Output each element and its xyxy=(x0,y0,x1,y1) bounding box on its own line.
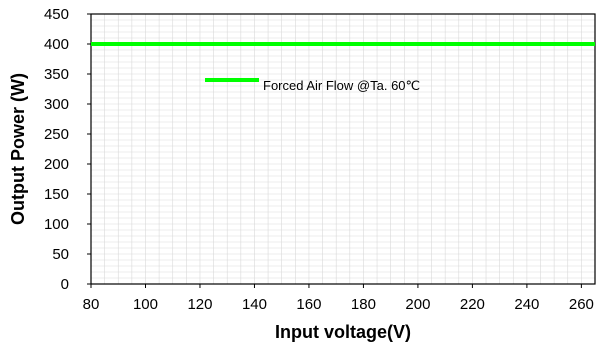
x-axis-ticks: 80 100 120 140 160 180 200 220 240 260 xyxy=(83,284,594,313)
y-tick-label: 150 xyxy=(44,186,69,203)
x-tick-label: 180 xyxy=(351,296,376,313)
y-tick-label: 250 xyxy=(44,126,69,143)
plot-area-frame xyxy=(90,13,596,285)
y-tick-label: 350 xyxy=(44,66,69,83)
y-tick-label: 400 xyxy=(44,36,69,53)
x-tick-label: 260 xyxy=(569,296,594,313)
x-tick-label: 120 xyxy=(187,296,212,313)
x-tick-label: 160 xyxy=(296,296,321,313)
grid xyxy=(91,14,595,284)
y-tick-label: 450 xyxy=(44,6,69,23)
x-tick-label: 220 xyxy=(460,296,485,313)
y-tick-label: 0 xyxy=(61,276,69,293)
y-tick-label: 300 xyxy=(44,96,69,113)
x-tick-label: 80 xyxy=(83,296,100,313)
x-tick-label: 100 xyxy=(133,296,158,313)
y-axis-title: Output Power (W) xyxy=(8,73,28,225)
x-tick-label: 140 xyxy=(242,296,267,313)
y-tick-label: 200 xyxy=(44,156,69,173)
x-tick-label: 200 xyxy=(405,296,430,313)
y-tick-label: 100 xyxy=(44,216,69,233)
x-axis-title: Input voltage(V) xyxy=(275,322,411,342)
x-tick-label: 240 xyxy=(514,296,539,313)
y-axis-ticks: 0 50 100 150 200 250 300 350 400 450 xyxy=(44,6,91,293)
legend: Forced Air Flow @Ta. 60℃ xyxy=(205,78,420,93)
legend-label: Forced Air Flow @Ta. 60℃ xyxy=(263,78,420,93)
y-tick-label: 50 xyxy=(52,246,69,263)
